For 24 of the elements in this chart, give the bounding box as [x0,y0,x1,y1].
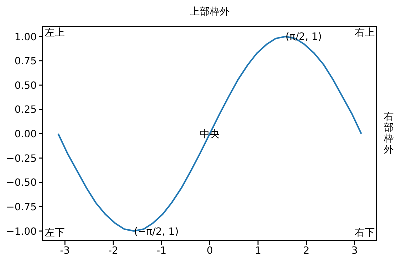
x-tick-label: 3 [352,246,358,258]
x-tick-label: 1 [255,246,262,258]
y-tick-label: 0.50 [14,80,37,92]
annotation: (−π/2, 1) [134,226,179,238]
y-tick-label: 1.00 [14,32,37,44]
annotation: 中央 [200,128,220,140]
x-tick-label: -3 [60,246,70,258]
y-tick-label: 0.00 [14,130,37,141]
annotation: 右下 [355,228,375,240]
x-tick-label: 2 [303,246,310,258]
x-tick-label: 0 [206,246,214,258]
y-tick-label: 0.75 [14,56,37,68]
y-tick-label: −0.50 [6,178,37,190]
annotation: 右上 [355,28,375,40]
x-tick-label: -1 [156,246,167,258]
y-tick-label: 0.25 [14,105,37,116]
annotation: 左上 [45,28,65,40]
y-tick-label: −0.75 [6,202,37,214]
annotation: 左下 [45,228,65,240]
y-tick-label: −0.25 [6,154,37,165]
y-tick-label: −1.00 [6,226,37,238]
y2-axis-title: 右部枠外 [383,112,395,156]
x-tick-label: -2 [108,246,118,258]
chart-title: 上部枠外 [189,6,231,19]
